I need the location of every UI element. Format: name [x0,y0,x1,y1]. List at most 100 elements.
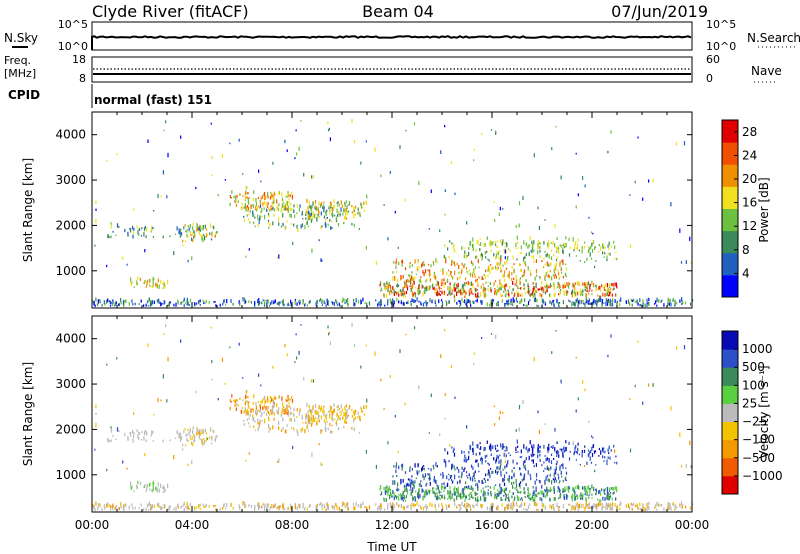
power-cell-92 [463,301,465,303]
power-cell-872 [287,209,289,213]
velocity-cell-838 [296,428,298,433]
power-cell-317 [284,303,286,306]
power-cell-1091 [404,293,406,296]
power-cell-328 [368,301,371,306]
velocity-cell-1010 [345,411,347,416]
velocity-cell-522 [187,440,189,442]
velocity-cell-25 [511,508,514,510]
velocity-cell-1656 [461,467,463,470]
velocity-cell-1477 [467,487,469,490]
power-cell-432 [521,300,523,303]
velocity-cell-57 [323,504,325,508]
power-cell-2049 [405,129,407,132]
velocity-cell-1053 [573,495,576,499]
velocity-cell-1970 [527,449,529,453]
power-cell-462 [132,303,134,306]
velocity-cell-1979 [537,444,539,448]
velocity-cell-374 [447,504,450,508]
power-cell-1511 [427,269,429,272]
power-cell-1427 [596,287,598,291]
velocity-cell-1678 [461,471,463,475]
velocity-cell-1396 [411,489,413,492]
power-cell-1700 [429,278,431,282]
velocity-cell-894 [339,418,341,421]
velocity-cell-1180 [489,486,491,489]
velocity-cell-407 [239,506,241,510]
power-cell-887 [339,206,341,209]
power-cell-166 [151,302,153,306]
velocity-cell-578 [110,439,112,442]
velocity-cell-1452 [398,497,400,501]
velocity-cell-1439 [505,497,507,501]
velocity-cell-314 [355,502,357,507]
power-cell-1387 [582,289,584,293]
velocity-cell-1982 [575,356,577,359]
velocity-cell-572 [127,435,129,440]
power-cell-320 [379,303,381,307]
power-cell-1552 [544,263,546,266]
power-cell-2069 [235,195,237,200]
velocity-cell-2103 [504,453,506,458]
velocity-cell-519 [575,505,577,508]
power-cell-567 [176,226,178,231]
power-cell-419 [223,299,225,303]
power-cell-983 [314,214,316,219]
power-cell-153 [458,300,460,302]
power-cell-672 [270,208,272,210]
velocity-cell-2109 [499,410,501,415]
power-cell-228 [471,300,474,303]
power-cell-302 [541,298,543,303]
velocity-cell-320 [379,507,381,511]
velocity-cell-113 [339,508,341,511]
velocity-cell-861 [257,427,259,432]
power-cell-918 [331,227,333,229]
velocity-cell-1466 [508,496,510,501]
velocity-cell-1073 [475,500,478,502]
power-cell-181 [205,299,208,303]
power-cell-1956 [554,243,556,248]
velocity-cell-2093 [295,333,297,336]
power-cell-828 [310,205,312,209]
power-cell-1430 [503,285,506,290]
velocity-cell-1919 [573,453,575,456]
power-cell-94 [360,300,362,304]
velocity-cell-1663 [429,473,431,478]
power-cell-1499 [546,285,548,290]
power-cell-2021 [454,192,456,195]
power-cell-855 [269,209,271,212]
velocity-cell-1761 [553,458,555,460]
power-cell-1032 [461,284,464,289]
power-cell-192 [352,298,355,302]
velocity-cell-668 [202,442,204,447]
velocity-cell-1651 [491,470,493,475]
velocity-cell-752 [264,395,266,400]
velocity-cell-1151 [533,491,536,497]
velocity-cell-366 [558,506,561,508]
velocity-cell-574 [146,433,148,435]
velocity-cell-1008 [344,420,346,424]
power-cell-198 [321,299,323,303]
power-cell-1442 [435,292,438,296]
power-cell-2011 [166,195,168,199]
power-cell-434 [331,301,333,304]
power-cell-379 [633,298,635,302]
velocity-cell-72 [441,503,443,506]
velocity-cell-738 [290,407,292,410]
velocity-cell-1435 [380,493,382,496]
velocity-cell-639 [186,433,188,437]
velocity-cell-354 [222,507,224,510]
velocity-cell-1860 [517,445,519,448]
velocity-cell-1142 [504,488,506,491]
power-cell-854 [310,212,313,217]
power-cell-2055 [328,127,331,130]
power-cell-1320 [442,282,444,285]
power-cell-1027 [604,284,606,287]
velocity-cell-1399 [384,490,387,496]
power-cell-1014 [345,200,348,204]
power-cell-964 [323,215,326,219]
velocity-cell-1141 [534,496,536,502]
velocity-cell-313 [198,504,200,509]
power-cell-2037 [311,248,313,253]
power-cell-944 [363,201,365,205]
velocity-cell-636 [204,439,206,445]
